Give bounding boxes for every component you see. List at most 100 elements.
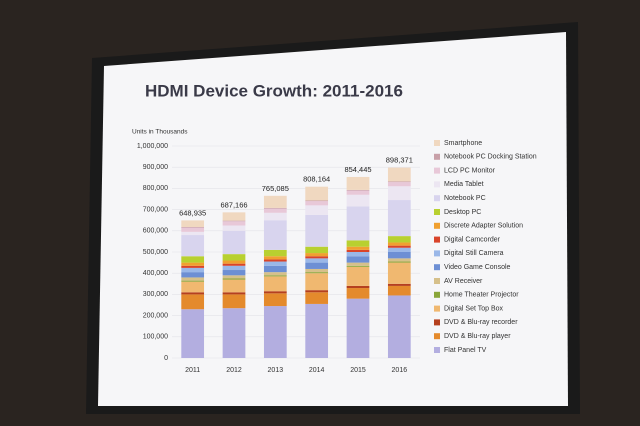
total-label: 898,371 — [386, 156, 413, 165]
bar-segment — [305, 258, 329, 263]
bar-segment — [346, 265, 370, 267]
x-tick-label: 2016 — [392, 367, 408, 374]
y-tick-label: 800,000 — [143, 185, 168, 192]
bar-segment — [181, 262, 205, 266]
bar-segment — [181, 220, 205, 227]
bar-segment — [346, 285, 370, 289]
bar-segment — [263, 291, 287, 294]
bar-segment — [222, 278, 246, 280]
legend-label: Notebook PC Docking Station — [444, 154, 537, 161]
legend-label: DVD & Blu-ray player — [444, 333, 511, 340]
bar-segment — [263, 207, 287, 209]
bar-segment — [346, 249, 370, 252]
bar-segment — [181, 227, 205, 232]
legend-swatch — [434, 140, 440, 146]
total-label: 808,164 — [303, 175, 330, 184]
bar-segment — [346, 246, 370, 250]
bar-segment — [305, 205, 329, 215]
y-tick-label: 1,000,000 — [137, 143, 168, 150]
bar-segment — [387, 200, 411, 237]
legend-swatch — [434, 167, 440, 174]
bar-segment — [263, 259, 287, 262]
bar-segment — [387, 295, 411, 358]
bar-segment — [305, 292, 329, 304]
bar-segment — [387, 167, 411, 182]
legend-label: Notebook PC — [444, 195, 486, 202]
bar-segment — [346, 190, 370, 195]
bar-segment — [181, 309, 205, 358]
bar-segment — [305, 201, 329, 206]
bar-segment — [346, 176, 370, 190]
bar-segment — [222, 230, 246, 255]
bar-segment — [387, 181, 411, 183]
legend-label: Flat Panel TV — [444, 347, 487, 354]
bar-segment — [181, 267, 205, 273]
bar-segment — [222, 212, 246, 221]
legend-label: Digital Camcorder — [444, 236, 501, 243]
bar-segment — [181, 226, 205, 228]
bar-segment — [263, 256, 287, 260]
bar-segment — [263, 275, 287, 277]
legend-swatch — [434, 319, 440, 326]
bar-segment — [181, 256, 205, 263]
bar-segment — [181, 272, 205, 278]
bar-segment — [263, 249, 287, 257]
bar-segment — [346, 256, 370, 263]
bar-segment — [222, 294, 246, 309]
legend-swatch — [434, 195, 440, 202]
bar-segment — [387, 261, 411, 263]
bar-segment — [181, 231, 205, 236]
bar-segment — [346, 262, 370, 266]
bar-segment — [305, 303, 329, 358]
legend-swatch — [434, 264, 440, 271]
bar-segment — [181, 280, 205, 282]
bar-segment — [305, 268, 329, 273]
bar-segment — [305, 246, 329, 254]
legend-swatch — [434, 153, 440, 160]
bar-segment — [346, 288, 370, 299]
bar-segment — [222, 221, 246, 226]
y-tick-label: 600,000 — [143, 228, 168, 235]
bar-segment — [222, 275, 246, 279]
legend-swatch — [434, 305, 440, 312]
total-label: 854,445 — [344, 165, 371, 174]
bar-segment — [346, 189, 370, 191]
bar-segment — [305, 253, 329, 257]
y-tick-label: 300,000 — [143, 291, 168, 298]
bar-segment — [222, 254, 246, 261]
legend-label: LCD PC Monitor — [444, 167, 496, 174]
chart-title: HDMI Device Growth: 2011-2016 — [145, 81, 403, 100]
bar-segment — [263, 195, 287, 208]
bar-segment — [222, 260, 246, 264]
legend-swatch — [434, 222, 440, 229]
x-tick-label: 2011 — [185, 367, 200, 374]
legend-swatch — [434, 181, 440, 188]
y-tick-label: 700,000 — [143, 206, 168, 213]
bar-segment — [346, 252, 370, 257]
y-tick-label: 400,000 — [143, 270, 168, 277]
bar-segment — [387, 242, 411, 246]
bar-segment — [346, 194, 370, 207]
legend-swatch — [434, 347, 440, 353]
bar-segment — [222, 308, 246, 358]
total-label: 648,935 — [179, 208, 206, 217]
bar-segment — [387, 245, 411, 248]
bar-segment — [305, 256, 329, 259]
bar-segment — [263, 220, 287, 250]
legend-label: Digital Still Camera — [444, 250, 504, 257]
bar-segment — [305, 290, 329, 293]
bar-segment — [222, 220, 246, 222]
legend-label: AV Receiver — [444, 278, 483, 285]
bar-segment — [305, 262, 329, 269]
bar-segment — [346, 240, 370, 247]
bar-segment — [387, 252, 411, 259]
bar-segment — [387, 236, 411, 243]
bar-segment — [181, 281, 205, 293]
legend-swatch — [434, 333, 440, 340]
bar-segment — [181, 265, 205, 268]
bar-segment — [222, 225, 246, 231]
bar-segment — [387, 247, 411, 252]
bar-segment — [387, 285, 411, 296]
legend-swatch — [434, 278, 440, 284]
bar-segment — [222, 292, 246, 295]
